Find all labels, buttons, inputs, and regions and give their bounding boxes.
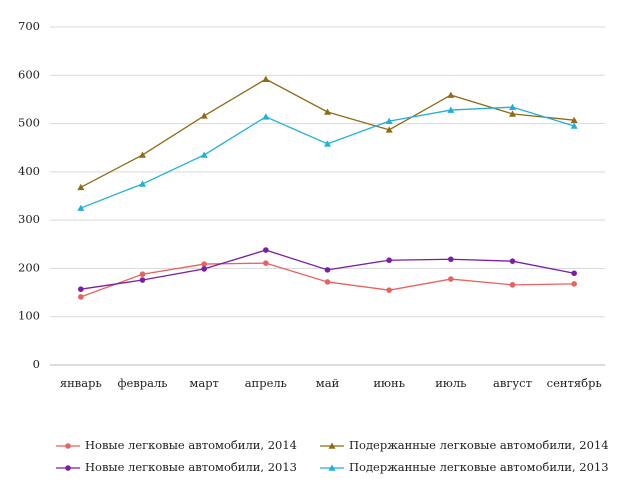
series-line bbox=[80, 78, 575, 188]
point bbox=[324, 279, 331, 285]
legend-marker bbox=[65, 443, 71, 449]
point bbox=[509, 258, 516, 264]
y-tick-label: 600 bbox=[18, 67, 40, 81]
x-tick-label: сентябрь bbox=[547, 376, 602, 390]
point bbox=[201, 266, 207, 272]
legend-marker bbox=[328, 442, 336, 449]
y-tick-label: 200 bbox=[18, 260, 40, 274]
legend-label: Новые легковые автомобили, 2013 bbox=[85, 460, 297, 474]
point bbox=[509, 110, 516, 117]
point bbox=[200, 112, 208, 119]
legend-label: Новые легковые автомобили, 2014 bbox=[85, 438, 297, 452]
point bbox=[139, 277, 146, 283]
point bbox=[570, 122, 578, 129]
point bbox=[78, 286, 84, 292]
point bbox=[139, 271, 146, 278]
point bbox=[263, 247, 269, 253]
point bbox=[77, 204, 85, 211]
point bbox=[571, 281, 577, 287]
y-tick-label: 100 bbox=[18, 309, 40, 323]
x-tick-label: июнь bbox=[373, 376, 405, 390]
point bbox=[509, 103, 516, 110]
point bbox=[324, 108, 331, 115]
point bbox=[385, 117, 393, 124]
point bbox=[447, 91, 455, 98]
series-line bbox=[80, 106, 575, 209]
legend-label: Подержанные легковые автомобили, 2013 bbox=[349, 460, 609, 474]
point bbox=[571, 270, 577, 277]
point bbox=[201, 261, 207, 267]
legend-marker bbox=[328, 464, 336, 471]
point bbox=[448, 276, 454, 282]
point bbox=[385, 126, 393, 133]
point bbox=[263, 260, 269, 266]
x-tick-label: январь bbox=[60, 376, 102, 390]
x-tick-label: апрель bbox=[245, 376, 287, 390]
y-tick-label: 0 bbox=[33, 357, 40, 371]
point bbox=[262, 113, 270, 120]
legend-label: Подержанные легковые автомобили, 2014 bbox=[349, 438, 609, 452]
point bbox=[448, 256, 454, 263]
x-tick-label: май bbox=[316, 376, 340, 390]
legend-marker bbox=[65, 465, 71, 471]
point bbox=[570, 116, 578, 123]
point bbox=[447, 106, 455, 113]
y-tick-label: 700 bbox=[18, 19, 40, 33]
point bbox=[262, 75, 270, 82]
x-tick-label: август bbox=[493, 376, 532, 390]
point bbox=[386, 257, 392, 264]
x-tick-label: март bbox=[189, 376, 219, 390]
x-tick-label: февраль bbox=[117, 376, 167, 390]
point bbox=[509, 282, 516, 288]
point bbox=[139, 180, 146, 187]
point bbox=[324, 140, 331, 147]
y-tick-label: 500 bbox=[18, 116, 40, 130]
point bbox=[78, 294, 84, 300]
point bbox=[200, 151, 208, 158]
y-tick-label: 400 bbox=[18, 164, 40, 178]
point bbox=[386, 287, 392, 293]
point bbox=[77, 183, 85, 191]
point bbox=[324, 267, 331, 273]
x-tick-label: июль bbox=[435, 376, 466, 390]
y-tick-label: 300 bbox=[18, 212, 40, 226]
point bbox=[139, 151, 146, 158]
